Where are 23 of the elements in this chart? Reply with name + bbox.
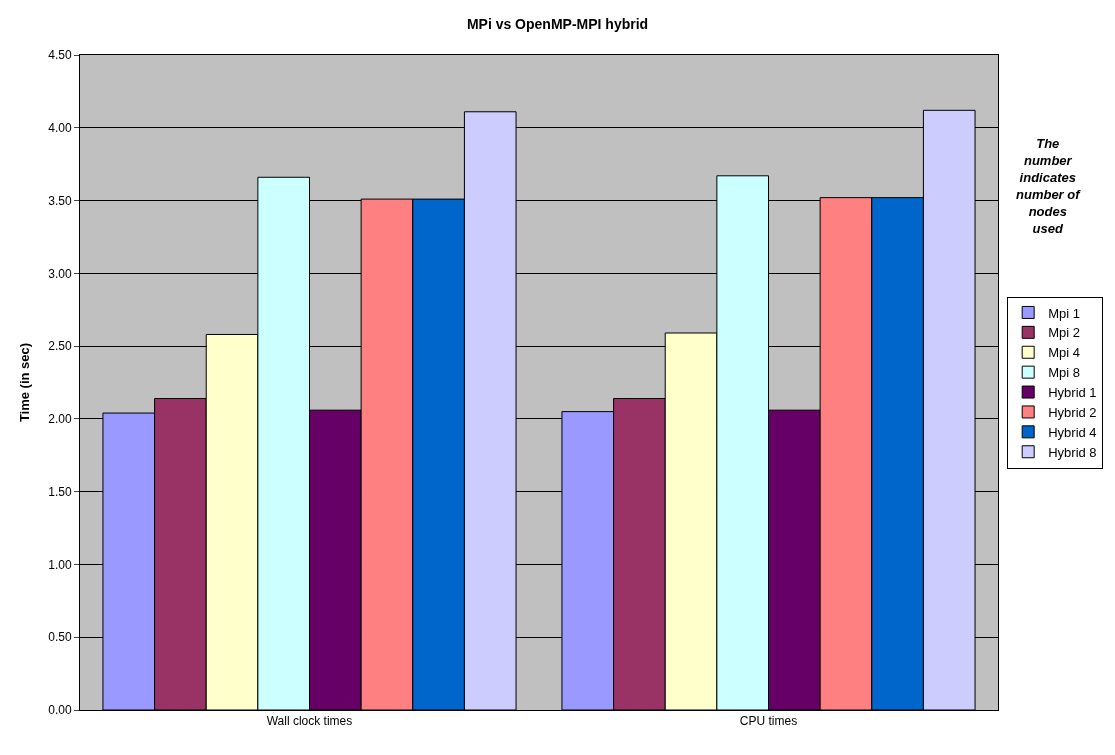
y-tick-label: 1.50 <box>48 484 72 499</box>
y-tick-label: 3.50 <box>48 193 72 208</box>
y-tick-label: 2.50 <box>48 339 72 354</box>
y-axis-title: Time (in sec) <box>17 342 33 423</box>
y-tick-label: 4.00 <box>48 120 72 135</box>
legend-label: Mpi 1 <box>1048 305 1080 321</box>
legend-label: Mpi 4 <box>1048 345 1080 361</box>
x-tick-label: Wall clock times <box>266 714 353 729</box>
y-tick-label: 3.00 <box>48 266 72 281</box>
legend-label: Hybrid 4 <box>1048 424 1097 440</box>
legend-label: Hybrid 1 <box>1048 385 1097 401</box>
y-tick-label: 0.00 <box>48 703 72 718</box>
legend-label: Mpi 2 <box>1048 325 1080 341</box>
y-tick-label: 1.00 <box>48 557 72 572</box>
text: The number indicates number of nodes used <box>1016 136 1082 236</box>
chart-title: MPi vs OpenMP-MPI hybrid <box>466 15 649 32</box>
x-tick-label: CPU times <box>739 714 798 729</box>
legend-label: Mpi 8 <box>1048 365 1080 381</box>
legend-label: Hybrid 2 <box>1048 405 1097 421</box>
legend-label: Hybrid 8 <box>1048 444 1097 460</box>
y-tick-label: 2.00 <box>48 412 72 427</box>
y-tick-label: 0.50 <box>48 630 72 645</box>
y-tick-label: 4.50 <box>48 48 72 63</box>
